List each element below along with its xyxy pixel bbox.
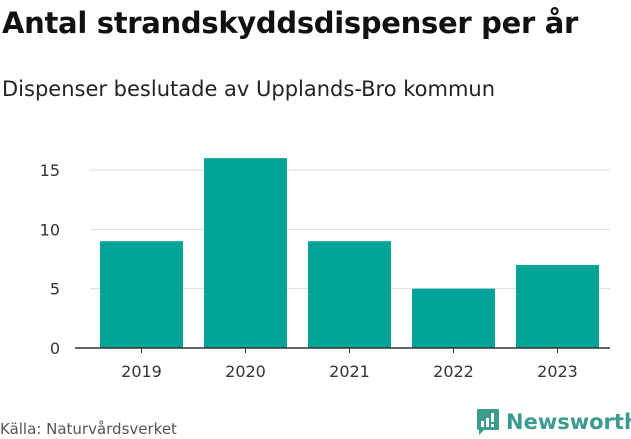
chart-subtitle: Dispenser beslutade av Upplands-Bro komm… <box>2 77 496 101</box>
y-tick-label: 5 <box>50 280 60 299</box>
x-tick-label: 2021 <box>329 362 370 381</box>
y-tick-label: 10 <box>40 220 60 239</box>
y-tick-label: 0 <box>50 339 60 358</box>
logo-icon <box>477 409 499 435</box>
bar-2020 <box>204 158 287 348</box>
bar-2021 <box>308 241 391 348</box>
y-tick-label: 15 <box>40 161 60 180</box>
x-tick-label: 2020 <box>225 362 266 381</box>
x-tick-label: 2022 <box>433 362 474 381</box>
logo-text: Newsworthy <box>506 410 631 434</box>
x-tick-label: 2023 <box>537 362 578 381</box>
x-tick-label: 2019 <box>121 362 162 381</box>
source-note: Källa: Naturvårdsverket <box>0 420 177 438</box>
bar-2019 <box>100 241 183 348</box>
chart-title: Antal strandskyddsdispenser per år <box>2 6 579 40</box>
bar-2022 <box>412 288 495 348</box>
newsworthy-logo: Newsworthy <box>476 408 631 436</box>
bar-2023 <box>516 264 599 348</box>
